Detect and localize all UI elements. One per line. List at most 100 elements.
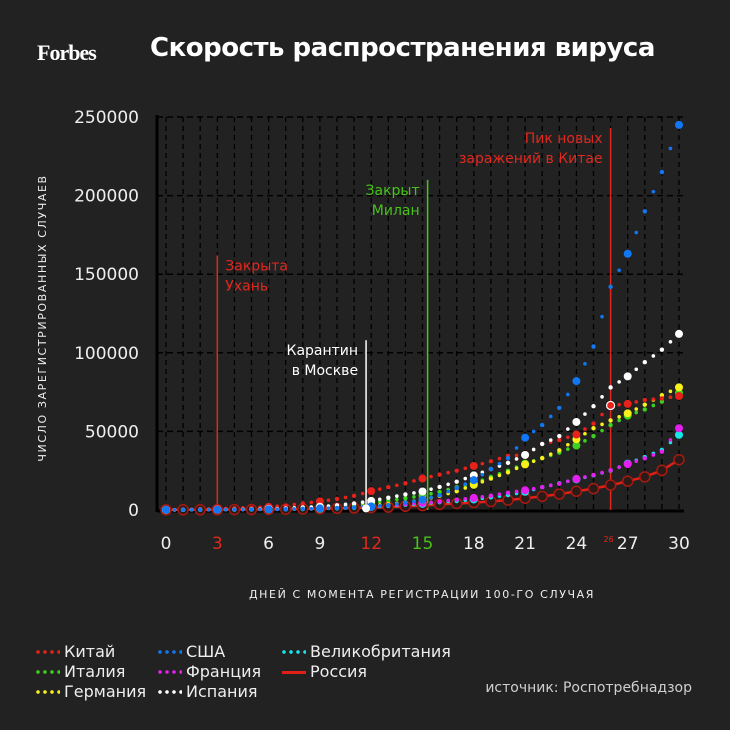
data-point bbox=[642, 456, 647, 461]
data-point bbox=[162, 505, 170, 514]
data-point bbox=[505, 470, 511, 475]
data-point bbox=[454, 479, 459, 484]
data-point bbox=[642, 209, 647, 214]
data-point bbox=[437, 493, 442, 498]
series-США bbox=[162, 120, 683, 514]
data-point bbox=[572, 441, 581, 450]
data-point bbox=[249, 507, 254, 512]
data-point bbox=[591, 426, 596, 431]
annotation-label: в Москве bbox=[292, 363, 358, 379]
page-title: Скорость распространения вируса bbox=[150, 33, 655, 63]
dotted-line-icon bbox=[158, 670, 182, 674]
data-point bbox=[454, 485, 459, 491]
y-tick-label: 100000 bbox=[74, 344, 139, 364]
data-point bbox=[659, 449, 665, 454]
legend-label: Италия bbox=[64, 662, 126, 681]
data-point bbox=[587, 482, 600, 495]
data-point bbox=[521, 460, 530, 469]
dotted-line-icon bbox=[36, 690, 60, 694]
data-point bbox=[418, 495, 427, 504]
data-point bbox=[659, 393, 665, 398]
data-point bbox=[591, 344, 596, 349]
data-point bbox=[608, 418, 613, 423]
x-tick-label: 15 bbox=[412, 534, 434, 554]
data-point bbox=[488, 493, 494, 498]
data-point bbox=[608, 284, 613, 289]
legend-label: Германия bbox=[64, 682, 147, 701]
legend-item: Италия bbox=[36, 662, 158, 682]
chart-axes bbox=[155, 115, 684, 513]
data-point bbox=[604, 479, 617, 491]
data-point bbox=[469, 461, 478, 470]
data-point bbox=[505, 490, 511, 495]
data-point bbox=[623, 409, 632, 418]
legend-item: Китай bbox=[36, 642, 158, 662]
data-point bbox=[675, 430, 683, 439]
y-tick-label: 150000 bbox=[74, 265, 139, 285]
legend-label: Великобритания bbox=[310, 642, 451, 661]
data-point bbox=[334, 496, 340, 502]
legend-label: Испания bbox=[186, 682, 258, 701]
data-point bbox=[351, 505, 357, 510]
y-tick-label: 250000 bbox=[74, 108, 139, 128]
dotted-line-icon bbox=[36, 670, 60, 674]
annotation-label: Милан bbox=[372, 203, 420, 219]
annotation-label: Карантин bbox=[287, 343, 359, 359]
legend-label: Китай bbox=[64, 642, 116, 661]
x-tick-label: 0 bbox=[161, 534, 172, 554]
data-point bbox=[557, 405, 562, 411]
data-point bbox=[300, 501, 305, 506]
data-point bbox=[454, 488, 459, 494]
y-tick-label: 50000 bbox=[85, 422, 139, 442]
data-point bbox=[572, 474, 581, 483]
legend-item: Испания bbox=[158, 682, 282, 702]
data-point bbox=[642, 402, 647, 407]
data-point bbox=[623, 372, 632, 381]
data-point bbox=[675, 329, 683, 338]
annotation-label: заражений в Китае bbox=[459, 151, 603, 167]
y-tick-label: 200000 bbox=[74, 187, 139, 207]
data-point bbox=[521, 433, 530, 442]
data-point bbox=[488, 459, 494, 464]
data-point bbox=[557, 481, 562, 486]
data-point bbox=[557, 448, 562, 453]
data-point bbox=[437, 489, 442, 495]
legend-label: Франция bbox=[186, 662, 262, 681]
x-tick-label: 12 bbox=[360, 534, 382, 554]
data-point bbox=[213, 505, 222, 514]
data-point bbox=[591, 472, 596, 478]
data-point bbox=[642, 397, 647, 403]
annotation-label: Закрыт bbox=[366, 183, 420, 199]
dotted-line-icon bbox=[158, 650, 182, 654]
data-point bbox=[591, 433, 596, 439]
data-point bbox=[351, 493, 357, 499]
data-point bbox=[418, 474, 427, 483]
data-point bbox=[386, 502, 391, 508]
x-tick-label: 18 bbox=[463, 534, 485, 554]
data-point bbox=[505, 455, 511, 461]
x-tick-label: 21 bbox=[514, 534, 536, 554]
annotation-label: Пик новых bbox=[525, 131, 603, 147]
source-note: источник: Роспотребнадзор bbox=[485, 680, 692, 696]
legend-label: США bbox=[186, 642, 226, 661]
data-point bbox=[675, 383, 683, 392]
dotted-line-icon bbox=[158, 690, 182, 694]
data-point bbox=[536, 490, 548, 503]
data-point bbox=[656, 464, 668, 477]
data-point bbox=[437, 484, 442, 490]
chart-series bbox=[160, 120, 685, 516]
data-point bbox=[315, 504, 324, 513]
data-point bbox=[623, 399, 632, 408]
data-point bbox=[540, 441, 545, 447]
x-tick-label: 9 bbox=[314, 534, 325, 554]
data-point bbox=[386, 485, 391, 490]
data-point bbox=[572, 417, 581, 426]
data-point bbox=[505, 460, 511, 466]
data-point bbox=[488, 466, 494, 472]
data-point bbox=[386, 495, 391, 500]
data-point bbox=[591, 421, 596, 426]
data-point bbox=[540, 455, 545, 461]
y-axis-label: ЧИСЛО ЗАРЕГИСТРИРОВАННЫХ СЛУЧАЕВ bbox=[36, 174, 49, 461]
data-point bbox=[623, 460, 632, 469]
chart-legend: Китай США Великобритания Италия Франция Росси… bbox=[36, 642, 462, 702]
